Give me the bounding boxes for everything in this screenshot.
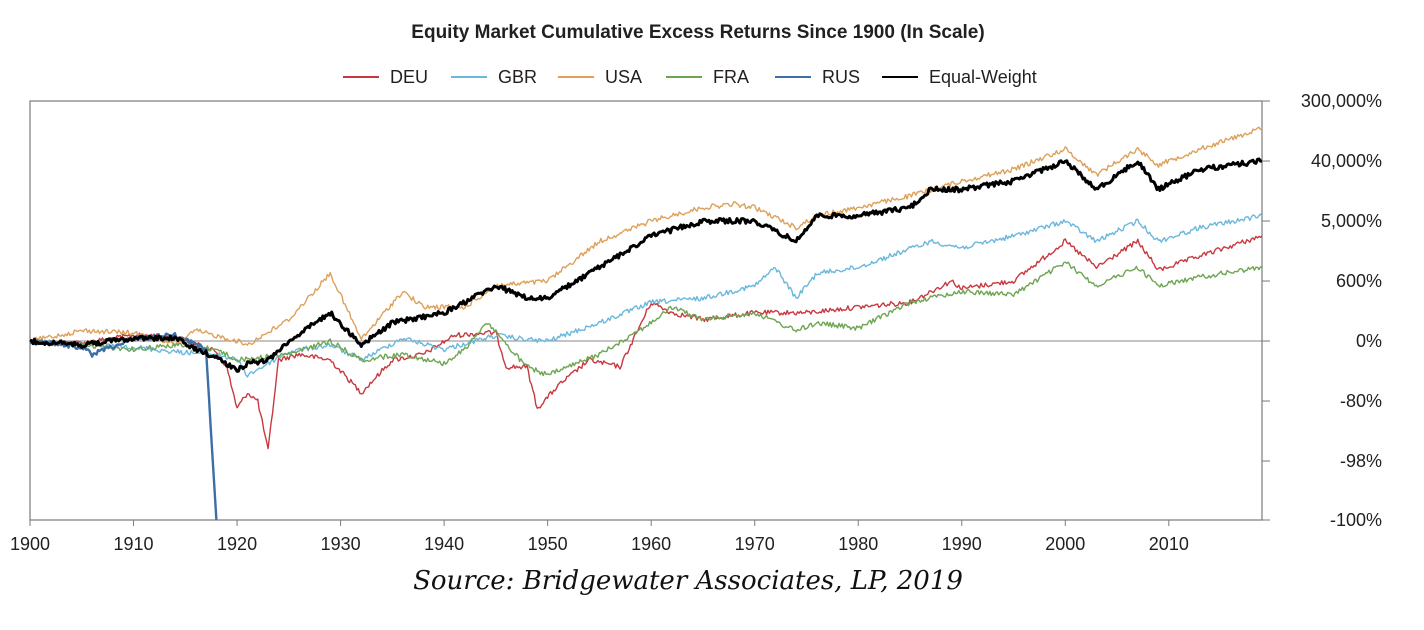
series-line-equal-weight xyxy=(29,157,1263,373)
series-line-deu xyxy=(29,235,1263,450)
y-tick-label: 5,000% xyxy=(1321,211,1382,231)
y-tick-label: -80% xyxy=(1340,391,1382,411)
plot-frame xyxy=(29,100,1263,521)
source-caption: Source: Bridgewater Associates, LP, 2019 xyxy=(413,566,963,596)
y-tick-label: 40,000% xyxy=(1311,151,1382,171)
legend-label-deu: DEU xyxy=(390,67,428,87)
y-tick-label: -98% xyxy=(1340,451,1382,471)
x-tick-label: 2000 xyxy=(1045,534,1085,554)
x-tick-label: 1940 xyxy=(424,534,464,554)
chart-legend: DEU GBR USA FRA RUS Equal-Weight xyxy=(343,67,1037,87)
x-tick-label: 1910 xyxy=(114,534,154,554)
x-tick-label: 1970 xyxy=(735,534,775,554)
x-tick-label: 1930 xyxy=(321,534,361,554)
series-line-gbr xyxy=(29,213,1263,378)
series-line-rus xyxy=(29,332,218,521)
chart-title: Equity Market Cumulative Excess Returns … xyxy=(411,22,984,43)
plot-area: 1900 1910 1920 1930 1940 1950 1960 1970 1980 1990… xyxy=(10,91,1382,554)
legend-label-usa: USA xyxy=(605,67,642,87)
x-tick-label: 1900 xyxy=(10,534,50,554)
series-line-usa xyxy=(29,126,1263,348)
x-tick-label: 1950 xyxy=(528,534,568,554)
x-tick-label: 1990 xyxy=(942,534,982,554)
legend-label-equal-weight: Equal-Weight xyxy=(929,67,1037,87)
y-tick-label: -100% xyxy=(1330,510,1382,530)
y-tick-label: 300,000% xyxy=(1301,91,1382,111)
series-line-fra xyxy=(29,261,1263,377)
x-tick-label: 2010 xyxy=(1149,534,1189,554)
legend-label-rus: RUS xyxy=(822,67,860,87)
y-tick-label: 600% xyxy=(1336,271,1382,291)
legend-label-fra: FRA xyxy=(713,67,749,87)
x-tick-label: 1920 xyxy=(217,534,257,554)
y-tick-label: 0% xyxy=(1356,331,1382,351)
x-tick-label: 1960 xyxy=(631,534,671,554)
x-tick-label: 1980 xyxy=(838,534,878,554)
legend-label-gbr: GBR xyxy=(498,67,537,87)
